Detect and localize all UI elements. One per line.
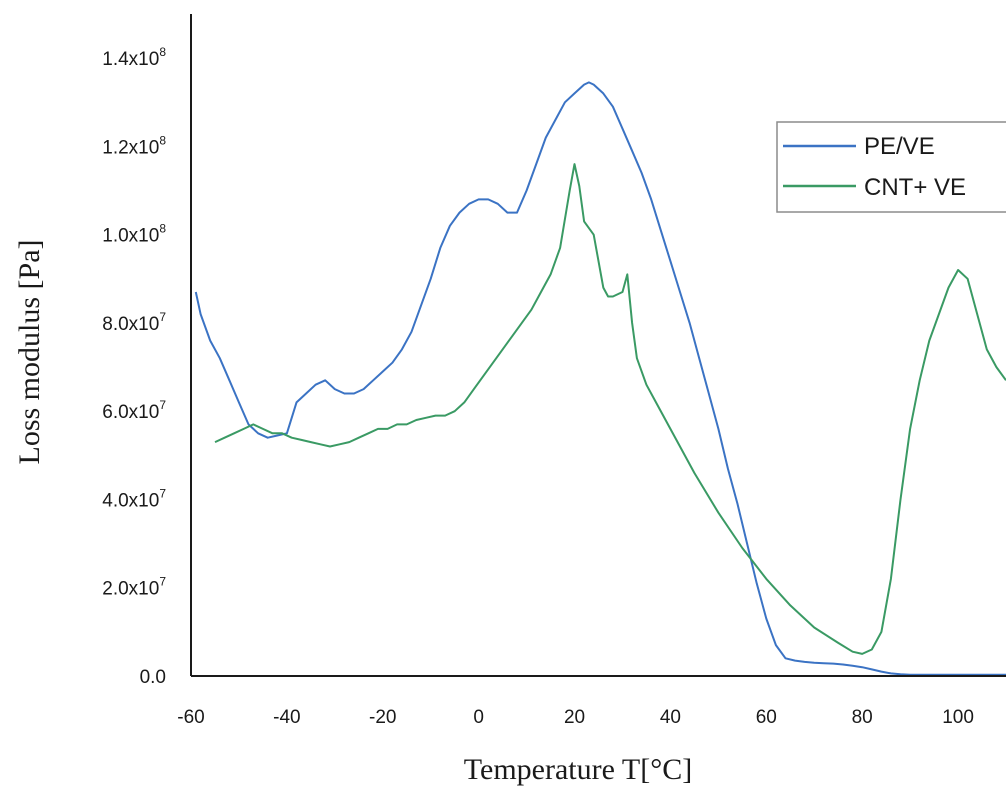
x-tick-label: -60 bbox=[177, 707, 204, 728]
y-tick-label: 1.4x108 bbox=[102, 45, 166, 70]
legend-box bbox=[776, 121, 1006, 213]
y-tick-label: 0.0 bbox=[140, 667, 166, 688]
y-tick-label: 4.0x107 bbox=[102, 486, 166, 511]
y-tick-labels: 0.0 2.0x107 4.0x107 6.0x107 8.0x107 1.0x108 1.… bbox=[102, 45, 166, 688]
x-tick-label: 0 bbox=[473, 707, 484, 728]
x-tick-label: -40 bbox=[273, 707, 300, 728]
y-tick-label: 1.0x108 bbox=[102, 222, 166, 247]
y-tick-label: 2.0x107 bbox=[102, 575, 166, 600]
y-tick-label: 1.2x108 bbox=[102, 133, 166, 158]
x-tick-label: -20 bbox=[369, 707, 396, 728]
x-tick-label: 100 bbox=[942, 707, 974, 728]
x-tick-label: 20 bbox=[564, 707, 585, 728]
x-axis-title: Temperature T[°C] bbox=[464, 753, 692, 786]
x-tick-labels: -60 -40 -20 0 20 40 60 80 100 bbox=[177, 707, 974, 728]
legend-label-cnt-ve: CNT+ VE bbox=[864, 174, 966, 201]
plot-lines bbox=[194, 81, 1006, 676]
y-tick-label: 6.0x107 bbox=[102, 398, 166, 423]
series-line-pe-ve bbox=[194, 81, 1006, 676]
y-tick-label: 8.0x107 bbox=[102, 310, 166, 335]
legend-label-pe-ve: PE/VE bbox=[864, 133, 935, 160]
x-tick-label: 60 bbox=[756, 707, 777, 728]
legend: PE/VE CNT+ VE bbox=[776, 121, 1006, 213]
series-line-cnt-ve bbox=[214, 163, 1006, 655]
x-tick-label: 80 bbox=[852, 707, 873, 728]
x-tick-label: 40 bbox=[660, 707, 681, 728]
y-axis-title: Loss modulus [Pa] bbox=[13, 240, 46, 465]
